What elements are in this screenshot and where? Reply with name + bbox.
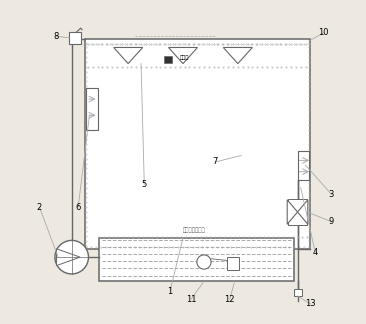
Bar: [85, 40, 310, 249]
Polygon shape: [223, 48, 253, 64]
Text: 1: 1: [168, 286, 173, 295]
Polygon shape: [56, 249, 80, 266]
Bar: [99, 238, 294, 281]
Text: 10: 10: [318, 29, 329, 38]
Text: 9: 9: [329, 217, 334, 226]
Text: 未全部蝉发的水: 未全部蝉发的水: [183, 227, 206, 233]
Text: 控制区: 控制区: [180, 55, 189, 60]
Polygon shape: [298, 200, 308, 224]
Text: 3: 3: [329, 190, 334, 199]
Polygon shape: [287, 200, 298, 224]
Text: 13: 13: [305, 299, 316, 308]
Bar: [69, 32, 81, 44]
Text: 7: 7: [213, 157, 218, 167]
Text: 5: 5: [142, 180, 147, 189]
Bar: [227, 257, 239, 270]
Polygon shape: [168, 48, 198, 64]
Bar: [288, 199, 307, 225]
Text: 2: 2: [37, 203, 42, 212]
Bar: [86, 88, 97, 130]
Text: 11: 11: [186, 295, 196, 304]
Bar: [294, 289, 302, 296]
Text: 6: 6: [75, 203, 81, 212]
Text: 4: 4: [313, 248, 318, 257]
Polygon shape: [113, 48, 143, 64]
Circle shape: [197, 255, 211, 269]
Bar: [164, 55, 172, 63]
Circle shape: [55, 240, 89, 274]
Bar: [298, 151, 309, 180]
Text: 8: 8: [53, 32, 58, 41]
Text: 12: 12: [224, 295, 235, 304]
